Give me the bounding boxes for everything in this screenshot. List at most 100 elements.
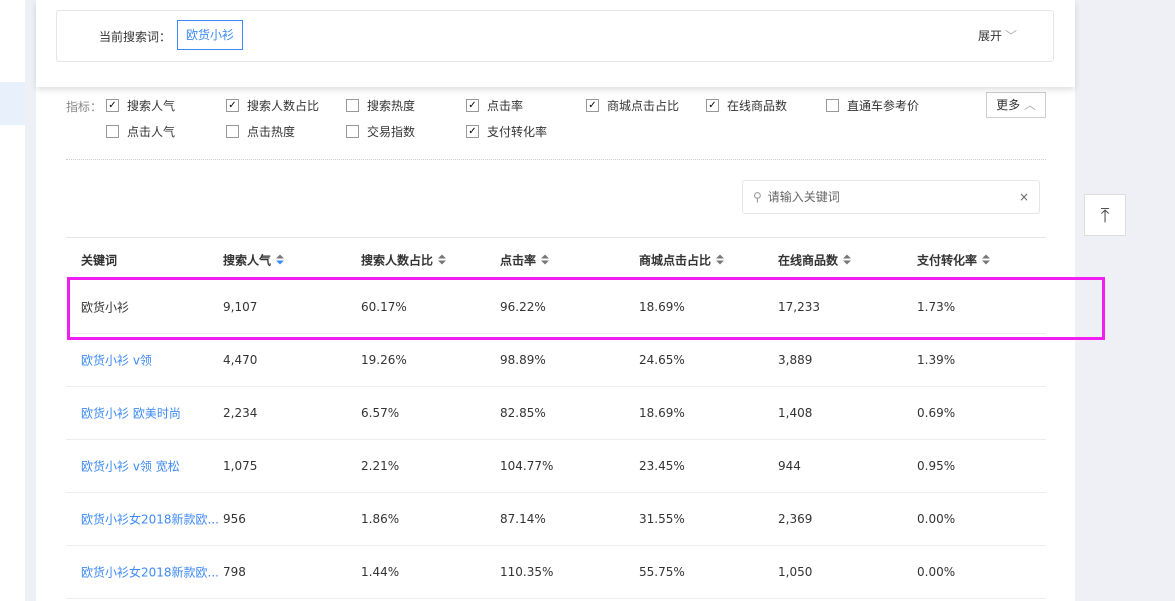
checkbox-icon[interactable]: ✓ [466,125,479,138]
cell-value: 0.00% [917,512,956,526]
checkbox-icon[interactable] [346,99,359,112]
keyword-link[interactable]: 欧货小衫 v领 [81,353,152,368]
checkbox-icon[interactable]: ✓ [586,99,599,112]
checkbox-icon[interactable] [346,125,359,138]
cell-value: 3,889 [778,353,813,367]
keyword-search-input[interactable] [767,190,1019,204]
checkbox-icon[interactable] [226,125,239,138]
keyword-link[interactable]: 欧货小衫 欧美时尚 [81,406,181,421]
cell-value: 2,234 [223,406,258,420]
checkbox-icon[interactable]: ✓ [466,99,479,112]
sort-up-icon [982,254,991,259]
metric-checkbox[interactable]: ✓ 点击率 [466,97,523,114]
metric-label: 交易指数 [367,125,416,139]
cell-value: 1.44% [361,565,400,579]
sort-icon[interactable] [982,254,991,265]
metric-checkbox[interactable]: ✓ 商城点击占比 [586,97,679,114]
more-button[interactable]: 更多 ︿ [986,92,1046,118]
metric-checkbox[interactable]: 直通车参考价 [826,97,919,114]
metric-label: 在线商品数 [727,99,788,113]
metric-checkbox[interactable]: 搜索热度 [346,97,415,114]
checkbox-icon[interactable] [826,99,839,112]
current-term-tag[interactable]: 欧货小衫 [177,20,244,50]
checkbox-icon[interactable] [106,125,119,138]
checkbox-icon[interactable]: ✓ [226,99,239,112]
checkbox-icon[interactable]: ✓ [706,99,719,112]
cell-value: 87.14% [500,512,546,526]
cell-value: 31.55% [639,512,685,526]
sort-down-icon [438,260,447,265]
keyword-link[interactable]: 欧货小衫女2018新款欧... [81,512,219,527]
current-term-label: 当前搜索词： [99,30,172,44]
sort-icon[interactable] [716,254,725,265]
left-sidebar [0,0,25,601]
metric-checkbox[interactable]: ✓ 搜索人数占比 [226,97,319,114]
sort-up-icon [276,254,285,259]
sort-up-icon [716,254,725,259]
chevron-down-icon: ﹀ [1004,29,1017,43]
cell-value: 98.89% [500,353,546,367]
sort-down-icon [276,260,285,265]
cell-value: 6.57% [361,406,400,420]
cell-value: 9,107 [223,300,258,314]
clear-icon[interactable]: × [1018,190,1029,204]
column-header[interactable]: 在线商品数 [778,251,852,268]
cell-value: 18.69% [639,300,685,314]
cell-value: 798 [223,565,246,579]
metric-label: 搜索热度 [367,99,416,113]
expand-button[interactable]: 展开 ﹀ [978,27,1017,44]
metric-checkbox[interactable]: 点击人气 [106,123,175,140]
column-header[interactable]: 点击率 [500,251,550,268]
table-row: 欧货小衫 9,107 60.17% 96.22% 18.69% 17,233 1.73% [66,281,1046,334]
sidebar-active-item[interactable] [0,82,25,125]
column-header[interactable]: 支付转化率 [917,251,991,268]
header-label: 搜索人气 [223,253,272,267]
sort-up-icon [541,254,550,259]
search-icon: ⚲ [753,190,762,204]
cell-value: 1,408 [778,406,813,420]
sort-down-icon [716,260,725,265]
column-header[interactable]: 搜索人数占比 [361,251,447,268]
metric-checkbox[interactable]: ✓ 在线商品数 [706,97,787,114]
column-header[interactable]: 商城点击占比 [639,251,725,268]
cell-value: 60.17% [361,300,407,314]
metric-checkbox[interactable]: ✓ 支付转化率 [466,123,547,140]
cell-value: 104.77% [500,459,554,473]
column-header[interactable]: 搜索人气 [223,251,285,268]
metric-checkbox[interactable]: 点击热度 [226,123,295,140]
table-row: 欧货小衫 v领 宽松 1,075 2.21% 104.77% 23.45% 944 0.95… [66,440,1046,493]
cell-value: 96.22% [500,300,546,314]
sort-up-icon [843,254,852,259]
back-to-top-button[interactable]: ⤒ [1084,194,1126,236]
header-label: 点击率 [500,253,537,267]
table-row: 欧货小衫 v领 4,470 19.26% 98.89% 24.65% 3,889 1.39% [66,334,1046,387]
sort-icon[interactable] [438,254,447,265]
sort-icon[interactable] [843,254,852,265]
metric-checkbox[interactable]: 交易指数 [346,123,415,140]
sort-icon[interactable] [276,254,285,265]
metric-label: 支付转化率 [487,125,548,139]
checkbox-icon[interactable]: ✓ [106,99,119,112]
header-label: 搜索人数占比 [361,253,434,267]
metric-checkbox[interactable]: ✓ 搜索人气 [106,97,175,114]
cell-value: 17,233 [778,300,820,314]
cell-value: 55.75% [639,565,685,579]
cell-value: 4,470 [223,353,258,367]
cell-value: 1,075 [223,459,258,473]
divider [66,159,1046,160]
sort-icon[interactable] [541,254,550,265]
cell-value: 0.69% [917,406,956,420]
keyword-filter: ⚲ × [742,180,1040,214]
metrics-label: 指标： [66,100,103,114]
keyword-link[interactable]: 欧货小衫 v领 宽松 [81,459,180,474]
table-row: 欧货小衫女2018新款欧... 956 1.86% 87.14% 31.55% 2,369… [66,493,1046,546]
metric-label: 点击热度 [247,125,296,139]
keyword-table: 关键词 搜索人气 搜索人数占比 点击率 商城点击占比 在线商品数 支付转化率 欧货小衫 9,1… [66,237,1046,599]
table-row: 欧货小衫 欧美时尚 2,234 6.57% 82.85% 18.69% 1,408 0.69… [66,387,1046,440]
keyword-link[interactable]: 欧货小衫女2018新款欧... [81,565,219,580]
metric-label: 商城点击占比 [607,99,680,113]
header-label: 支付转化率 [917,253,978,267]
sort-down-icon [843,260,852,265]
cell-value: 2,369 [778,512,813,526]
cell-value: 1.73% [917,300,956,314]
